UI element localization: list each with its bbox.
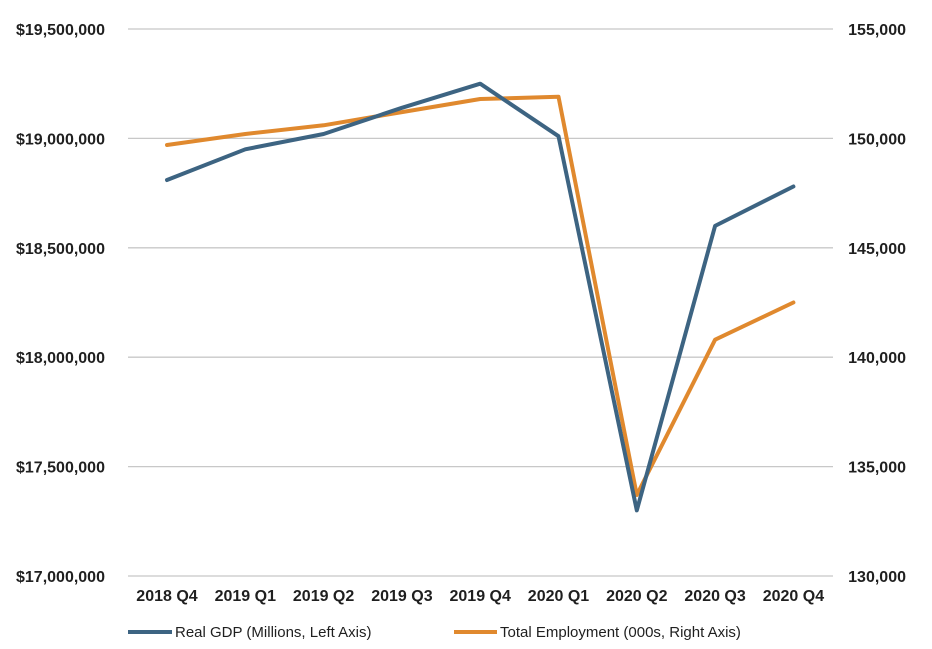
x-axis-tick-label: 2020 Q3 xyxy=(684,588,745,605)
right-axis-tick-label: 150,000 xyxy=(848,131,906,148)
left-axis-tick-label: $19,500,000 xyxy=(16,22,105,39)
left-axis-tick-label: $17,500,000 xyxy=(16,460,105,477)
legend: Real GDP (Millions, Left Axis) Total Empl… xyxy=(128,624,741,641)
legend-label-total-employment: Total Employment (000s, Right Axis) xyxy=(500,624,741,641)
x-axis-tick-label: 2020 Q1 xyxy=(528,588,589,605)
x-axis-tick-labels: 2018 Q4 2019 Q1 2019 Q2 2019 Q3 2019 Q4 2020 … xyxy=(136,588,824,605)
right-axis-tick-label: 145,000 xyxy=(848,241,906,258)
x-axis-tick-label: 2020 Q2 xyxy=(606,588,667,605)
right-axis-tick-label: 135,000 xyxy=(848,460,906,477)
legend-label-real-gdp: Real GDP (Millions, Left Axis) xyxy=(175,624,371,641)
right-axis-tick-labels: 130,000 135,000 140,000 145,000 150,000 155,0… xyxy=(848,22,906,586)
series-lines xyxy=(165,81,796,513)
x-axis-tick-label: 2018 Q4 xyxy=(136,588,197,605)
right-axis-tick-label: 155,000 xyxy=(848,22,906,39)
right-axis-tick-label: 130,000 xyxy=(848,569,906,586)
series-line-total-employment xyxy=(165,94,796,497)
x-axis-tick-label: 2019 Q3 xyxy=(371,588,432,605)
right-axis-tick-label: 140,000 xyxy=(848,350,906,367)
left-axis-tick-label: $17,000,000 xyxy=(16,569,105,586)
series-line-real-gdp xyxy=(165,81,796,513)
left-axis-tick-label: $18,000,000 xyxy=(16,350,105,367)
x-axis-tick-label: 2019 Q2 xyxy=(293,588,354,605)
left-axis-tick-labels: $17,000,000 $17,500,000 $18,000,000 $18,500… xyxy=(16,22,105,586)
x-axis-tick-label: 2019 Q1 xyxy=(215,588,276,605)
x-axis-tick-label: 2020 Q4 xyxy=(763,588,824,605)
left-axis-tick-label: $19,000,000 xyxy=(16,131,105,148)
gridlines xyxy=(128,28,833,577)
left-axis-tick-label: $18,500,000 xyxy=(16,241,105,258)
x-axis-tick-label: 2019 Q4 xyxy=(450,588,511,605)
